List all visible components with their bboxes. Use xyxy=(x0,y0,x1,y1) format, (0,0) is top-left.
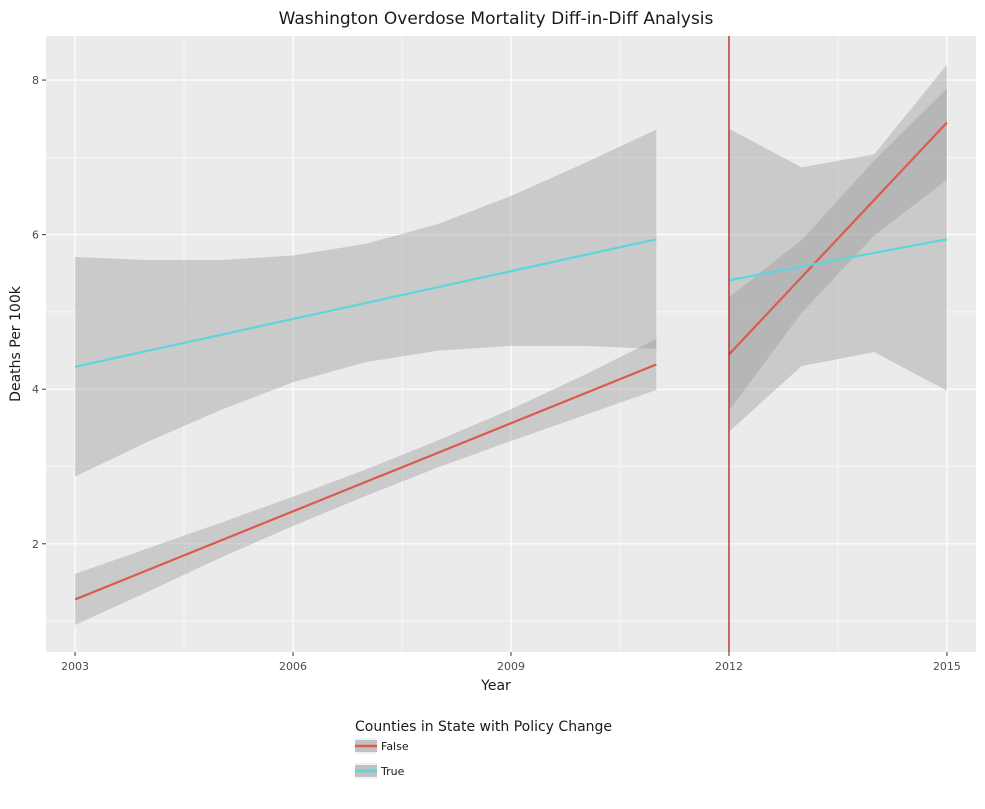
major-gridlines xyxy=(46,36,976,652)
x-tick-label: 2003 xyxy=(61,660,89,673)
y-tick-label: 6 xyxy=(32,229,39,242)
x-tick-label: 2012 xyxy=(715,660,743,673)
x-axis: 2003 2006 2009 2012 2015 xyxy=(61,652,961,673)
series-lines xyxy=(74,121,948,601)
y-axis-title: Deaths Per 100k xyxy=(8,285,24,402)
legend-item-false: False xyxy=(355,738,409,754)
x-axis-title: Year xyxy=(480,678,511,694)
y-axis: 2 4 6 8 xyxy=(32,74,46,551)
x-tick-label: 2009 xyxy=(497,660,525,673)
legend-label: True xyxy=(380,765,405,778)
confidence-band-false xyxy=(728,88,947,411)
series-line-true xyxy=(74,238,657,368)
confidence-band-true xyxy=(728,64,947,432)
y-tick-label: 4 xyxy=(32,383,39,396)
legend: Counties in State with Policy Change Fal… xyxy=(355,719,612,779)
legend-title: Counties in State with Policy Change xyxy=(355,719,612,735)
legend-label: False xyxy=(381,740,409,753)
y-tick-label: 8 xyxy=(32,74,39,87)
legend-item-true: True xyxy=(355,763,405,779)
x-tick-label: 2015 xyxy=(933,660,961,673)
x-tick-label: 2006 xyxy=(279,660,307,673)
series-line-true xyxy=(728,238,948,282)
chart-title: Washington Overdose Mortality Diff-in-Di… xyxy=(279,9,714,29)
y-tick-label: 2 xyxy=(32,538,39,551)
series-line-false xyxy=(74,363,657,601)
series-line-false xyxy=(728,121,948,356)
